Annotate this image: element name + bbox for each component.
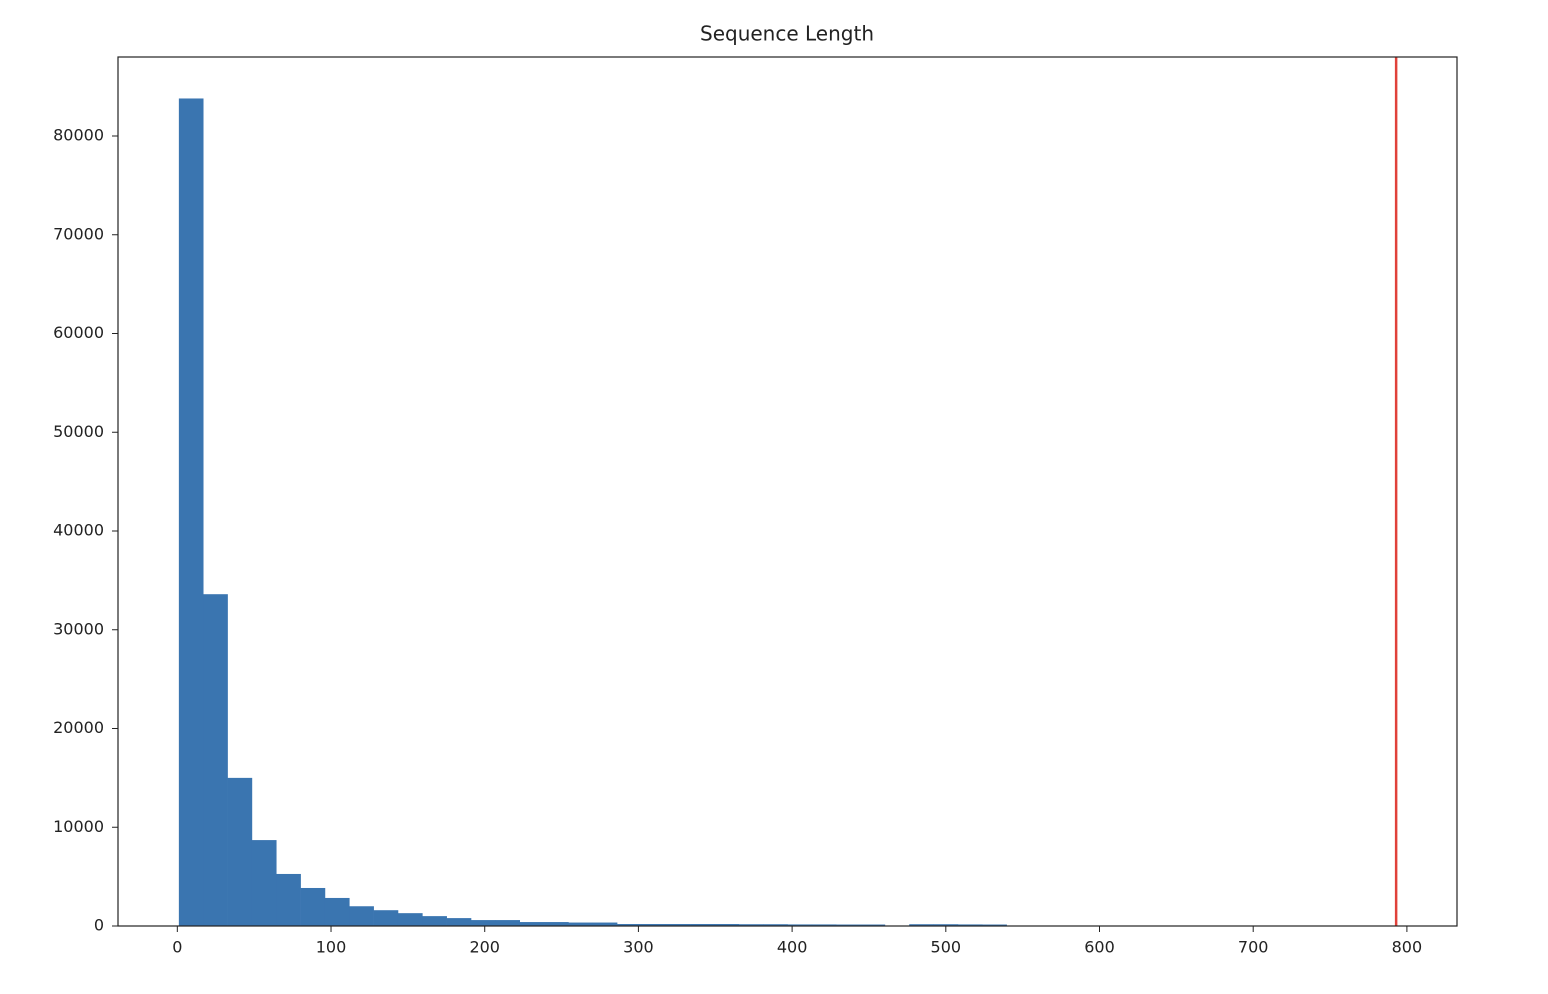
bar (982, 924, 1007, 926)
x-tick-label: 100 (316, 938, 347, 957)
bar (690, 924, 715, 926)
bar (495, 920, 520, 926)
x-tick-label: 300 (623, 938, 654, 957)
bar (836, 924, 861, 926)
x-tick-label: 200 (469, 938, 500, 957)
bar (544, 922, 569, 926)
bar (617, 924, 642, 926)
bar (373, 910, 399, 926)
chart-title: Sequence Length (700, 22, 874, 46)
bar (787, 924, 813, 926)
y-tick-label: 40000 (53, 521, 104, 540)
bar (860, 924, 886, 926)
bar (519, 922, 545, 926)
bar (641, 924, 667, 926)
y-tick-label: 0 (94, 916, 104, 935)
x-tick-label: 0 (172, 938, 182, 957)
bar (933, 924, 959, 926)
bar (300, 887, 326, 926)
y-tick-label: 70000 (53, 224, 104, 243)
bar (665, 924, 691, 926)
y-tick-label: 60000 (53, 323, 104, 342)
y-tick-label: 30000 (53, 619, 104, 638)
bar (811, 924, 837, 926)
bar (763, 924, 788, 926)
bar (251, 840, 277, 926)
bar (471, 920, 496, 926)
bar (178, 98, 204, 927)
bar (349, 906, 374, 926)
x-tick-label: 500 (931, 938, 962, 957)
x-tick-label: 700 (1238, 938, 1269, 957)
bar (714, 924, 740, 926)
bar (203, 594, 228, 926)
bar (227, 777, 253, 926)
x-tick-label: 800 (1392, 938, 1423, 957)
y-tick-label: 20000 (53, 718, 104, 737)
bar (397, 913, 423, 926)
x-tick-label: 400 (777, 938, 808, 957)
plot-frame (117, 56, 1458, 927)
bar (446, 918, 472, 926)
bar (738, 924, 764, 926)
x-tick-label: 600 (1084, 938, 1115, 957)
bar (909, 924, 934, 926)
bar (568, 922, 594, 926)
bar (324, 897, 350, 926)
bar (422, 916, 447, 926)
bar (957, 924, 983, 926)
bar (592, 922, 618, 926)
y-tick-label: 10000 (53, 817, 104, 836)
y-tick-label: 80000 (53, 126, 104, 145)
bar (276, 873, 301, 926)
y-tick-label: 50000 (53, 422, 104, 441)
